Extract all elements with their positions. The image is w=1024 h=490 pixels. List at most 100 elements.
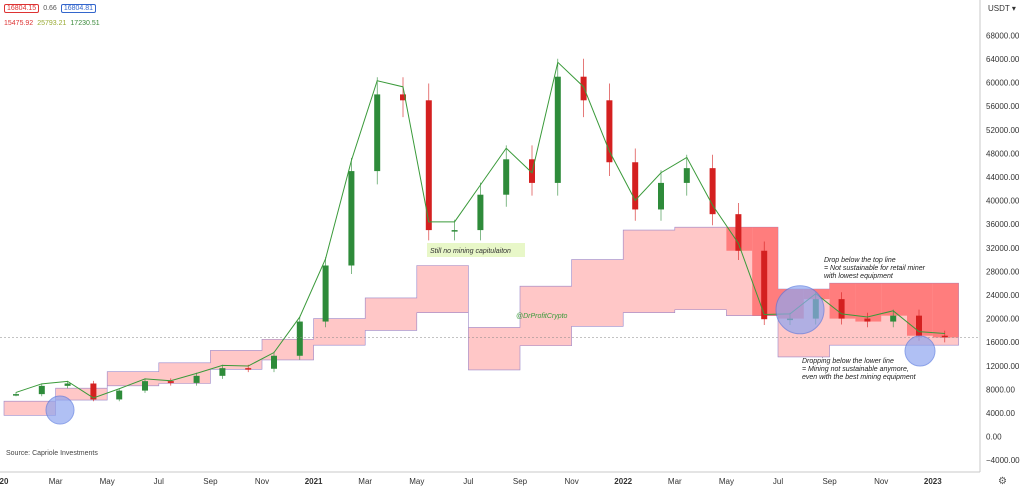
x-tick-label: 2022 — [614, 477, 632, 486]
x-tick-label: Nov — [874, 477, 888, 486]
currency-label[interactable]: USDT ▾ — [988, 4, 1016, 13]
x-tick-label: May — [100, 477, 115, 486]
candle-body — [890, 315, 897, 322]
x-tick-label: 20 — [0, 477, 9, 486]
candle-body — [13, 394, 19, 396]
y-tick-label: 8000.00 — [986, 385, 1015, 394]
ohlc-value-4: 15475.92 — [4, 20, 34, 27]
x-tick-label: Sep — [822, 477, 837, 486]
annotation-top-line-3: with lowest equipment — [824, 273, 894, 280]
y-tick-label: −4000.00 — [986, 456, 1020, 465]
capitulation-circle — [45, 395, 75, 425]
source-label: Source: Capriole Investments — [6, 450, 98, 457]
x-tick-label: Jul — [773, 477, 783, 486]
y-tick-label: 16000.00 — [986, 338, 1020, 347]
annotation-top-line-1: Drop below the top line — [824, 257, 896, 264]
annotation-top-line-2: = Not sustainable for retail miner — [824, 265, 926, 272]
y-tick-label: 36000.00 — [986, 220, 1020, 229]
candle-body — [142, 381, 148, 391]
candle-body — [941, 335, 948, 338]
miner-cost-band — [3, 226, 959, 416]
chevron-down-icon: ▾ — [1009, 4, 1016, 13]
candle-body — [477, 194, 484, 231]
candle-body — [271, 355, 277, 369]
candle-body — [606, 100, 613, 163]
x-tick-label: Nov — [255, 477, 269, 486]
y-tick-label: 68000.00 — [986, 31, 1020, 40]
x-tick-label: 2023 — [924, 477, 942, 486]
candle-body — [735, 214, 742, 251]
y-tick-label: 40000.00 — [986, 197, 1020, 206]
y-axis: 68000.00 64000.00 60000.00 56000.00 52000.00… — [979, 0, 1020, 472]
candle-body — [400, 94, 406, 101]
x-tick-label: Sep — [203, 477, 218, 486]
annotation-lower-line-3: even with the best mining equipment — [802, 374, 917, 381]
y-tick-label: 44000.00 — [986, 173, 1020, 182]
ohlc-value-3: 16804.81 — [60, 4, 97, 13]
candle-body — [296, 321, 303, 356]
candle-body — [761, 250, 768, 320]
candle-body — [916, 315, 922, 336]
capitulation-circle — [775, 285, 825, 335]
candle-body — [425, 100, 432, 231]
annotation-bg — [427, 243, 525, 257]
candle-body — [374, 94, 381, 172]
x-tick-label: Sep — [513, 477, 528, 486]
x-tick-label: Jul — [154, 477, 164, 486]
x-tick-label: Mar — [49, 477, 63, 486]
y-tick-label: 28000.00 — [986, 267, 1020, 276]
candle-body — [683, 168, 690, 183]
candle-body — [64, 383, 71, 386]
candle-body — [864, 318, 871, 322]
y-tick-label: 32000.00 — [986, 244, 1020, 253]
y-tick-label: 60000.00 — [986, 79, 1020, 88]
candle-body — [451, 230, 458, 232]
ohlc-value-1: 16804.15 — [4, 4, 40, 13]
y-tick-label: 64000.00 — [986, 55, 1020, 64]
candle-body — [116, 390, 123, 400]
candle-body — [632, 162, 639, 210]
annotations: Still no mining capitulaiton @DrProfitCry… — [6, 243, 926, 457]
capitulation-circle — [904, 335, 936, 367]
ohlc-header-row-1: 16804.15 0.66 16804.81 — [4, 4, 97, 13]
candle-body — [322, 265, 329, 322]
annotation-lower-line-1: Dropping below the lower line — [802, 358, 894, 365]
x-axis: 20 Mar May Jul Sep Nov 2021 Mar May Jul Sep Nov 2022… — [0, 471, 980, 486]
candle-body — [554, 76, 561, 183]
below-top-segment — [932, 283, 959, 338]
x-tick-label: 2021 — [305, 477, 323, 486]
x-tick-label: Nov — [564, 477, 578, 486]
ohlc-value-2: 0.66 — [43, 5, 57, 12]
x-tick-label: May — [719, 477, 734, 486]
currency-text: USDT — [988, 4, 1010, 13]
candle-body — [38, 385, 45, 395]
y-tick-label: 20000.00 — [986, 315, 1020, 324]
y-tick-label: 0.00 — [986, 433, 1002, 442]
x-tick-label: May — [409, 477, 424, 486]
y-tick-label: 48000.00 — [986, 149, 1020, 158]
candle-body — [167, 381, 174, 383]
candle-body — [245, 368, 252, 370]
candle-body — [193, 375, 200, 383]
below-top-segment — [881, 283, 907, 316]
candle-body — [219, 368, 226, 376]
candle-body — [503, 159, 510, 195]
settings-gear-icon[interactable]: ⚙ — [998, 476, 1007, 487]
candle-body — [838, 299, 845, 319]
watermark-handle: @DrProfitCrypto — [516, 313, 568, 320]
x-tick-label: Mar — [358, 477, 372, 486]
y-tick-label: 56000.00 — [986, 102, 1020, 111]
ohlc-header-row-2: 15475.92 25793.21 17230.51 — [4, 20, 100, 27]
ohlc-value-6: 17230.51 — [70, 20, 100, 27]
candle-body — [90, 383, 97, 400]
candle-body — [658, 182, 664, 210]
annotation-no-capitulation: Still no mining capitulaiton — [430, 248, 511, 255]
y-tick-label: 24000.00 — [986, 291, 1020, 300]
x-tick-label: Jul — [463, 477, 473, 486]
y-tick-label: 4000.00 — [986, 409, 1015, 418]
candle-body — [580, 76, 587, 101]
plot-area — [0, 58, 980, 425]
ohlc-value-5: 25793.21 — [37, 20, 67, 27]
y-tick-label: 52000.00 — [986, 126, 1020, 135]
